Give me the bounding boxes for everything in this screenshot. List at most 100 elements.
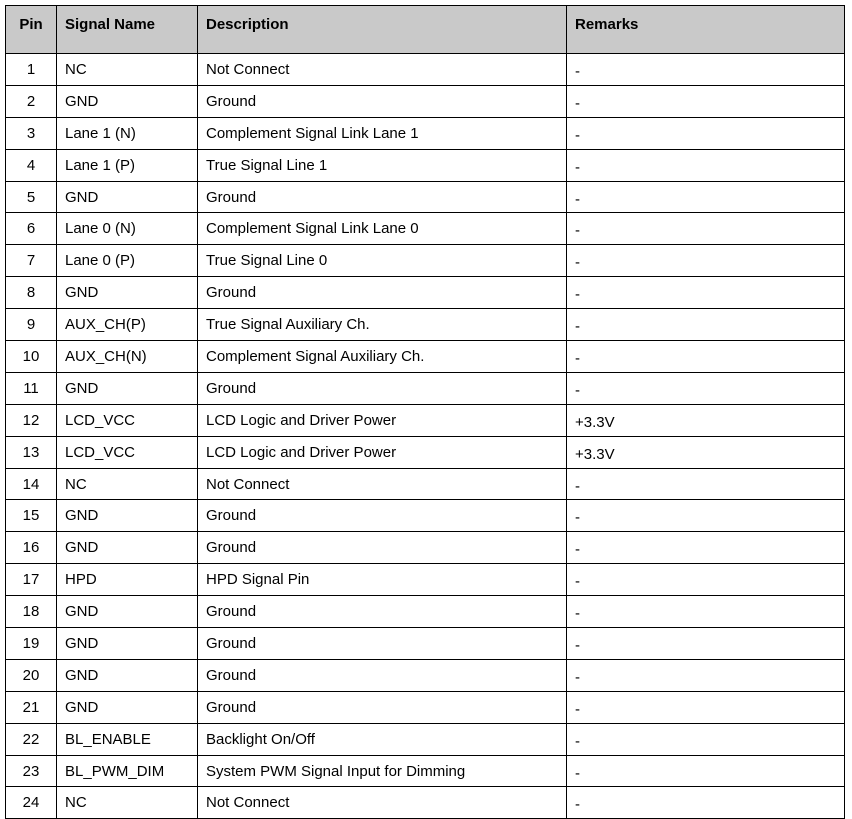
table-row: 10 AUX_CH(N) Complement Signal Auxiliary C… xyxy=(5,340,845,373)
pin-cell: 11 xyxy=(5,371,57,405)
pin-cell: 8 xyxy=(5,276,57,310)
description-cell: True Signal Line 1 xyxy=(197,148,567,182)
signal-name-cell: GND xyxy=(56,658,198,692)
pin-cell: 6 xyxy=(5,212,57,246)
pin-cell: 18 xyxy=(5,595,57,629)
pin-cell: 2 xyxy=(5,84,57,118)
description-cell: Ground xyxy=(197,690,567,724)
description-cell: Ground xyxy=(197,180,567,214)
signal-name-cell: HPD xyxy=(56,563,198,597)
remarks-cell: - xyxy=(566,371,845,405)
signal-name-cell: AUX_CH(N) xyxy=(56,340,198,373)
signal-name-cell: GND xyxy=(56,690,198,724)
signal-name-cell: GND xyxy=(56,276,198,310)
remarks-cell: - xyxy=(566,690,845,724)
pin-cell: 24 xyxy=(5,786,57,819)
table-row: 24 NC Not Connect - xyxy=(5,786,845,819)
remarks-cell: - xyxy=(566,722,845,756)
remarks-cell: - xyxy=(566,658,845,692)
pin-cell: 23 xyxy=(5,754,57,788)
table-row: 17 HPD HPD Signal Pin - xyxy=(5,563,845,597)
table-row: 2 GND Ground - xyxy=(5,84,845,118)
remarks-cell: - xyxy=(566,116,845,150)
table-row: 23 BL_PWM_DIM System PWM Signal Input for … xyxy=(5,754,845,788)
pin-cell: 4 xyxy=(5,148,57,182)
table-row: 13 LCD_VCC LCD Logic and Driver Power +3.3V xyxy=(5,435,845,469)
remarks-cell: +3.3V xyxy=(566,403,845,437)
pin-cell: 17 xyxy=(5,563,57,597)
remarks-cell: - xyxy=(566,499,845,533)
pin-assignment-table: Pin Signal Name Description Remarks 1 NC N… xyxy=(5,5,845,819)
pin-cell: 20 xyxy=(5,658,57,692)
description-cell: Backlight On/Off xyxy=(197,722,567,756)
pin-cell: 1 xyxy=(5,53,57,86)
remarks-cell: +3.3V xyxy=(566,435,845,469)
pin-cell: 16 xyxy=(5,531,57,565)
table-row: 22 BL_ENABLE Backlight On/Off - xyxy=(5,722,845,756)
pin-cell: 15 xyxy=(5,499,57,533)
signal-name-cell: BL_ENABLE xyxy=(56,722,198,756)
pin-cell: 9 xyxy=(5,308,57,342)
table-row: 7 Lane 0 (P) True Signal Line 0- xyxy=(5,244,845,278)
description-cell: System PWM Signal Input for Dimming xyxy=(197,754,567,788)
pin-cell: 12 xyxy=(5,403,57,437)
remarks-cell: - xyxy=(566,212,845,246)
remarks-cell: - xyxy=(566,244,845,278)
description-cell: Not Connect xyxy=(197,467,567,501)
pin-cell: 5 xyxy=(5,180,57,214)
signal-name-cell: GND xyxy=(56,371,198,405)
table-row: 12 LCD_VCC LCD Logic and Driver Power +3.3V xyxy=(5,403,845,437)
pin-cell: 7 xyxy=(5,244,57,278)
header-signal-name: Signal Name xyxy=(56,5,198,54)
table-row: 5 GND Ground - xyxy=(5,180,845,214)
remarks-cell: - xyxy=(566,84,845,118)
signal-name-cell: GND xyxy=(56,499,198,533)
signal-name-cell: Lane 0 (N) xyxy=(56,212,198,246)
description-cell: Ground xyxy=(197,531,567,565)
signal-name-cell: Lane 1 (N) xyxy=(56,116,198,150)
description-cell: Not Connect xyxy=(197,53,567,86)
header-description: Description xyxy=(197,5,567,54)
table-row: 9 AUX_CH(P) True Signal Auxiliary Ch. - xyxy=(5,308,845,342)
remarks-cell: - xyxy=(566,563,845,597)
signal-name-cell: NC xyxy=(56,467,198,501)
table-row: 3 Lane 1 (N) Complement Signal Link Lane 1… xyxy=(5,116,845,150)
description-cell: True Signal Line 0 xyxy=(197,244,567,278)
signal-name-cell: GND xyxy=(56,627,198,660)
header-remarks: Remarks xyxy=(566,5,845,54)
signal-name-cell: GND xyxy=(56,180,198,214)
pin-cell: 10 xyxy=(5,340,57,373)
description-cell: Not Connect xyxy=(197,786,567,819)
table-row: 16 GND Ground - xyxy=(5,531,845,565)
table-row: 6 Lane 0 (N) Complement Signal Link Lane 0… xyxy=(5,212,845,246)
pin-cell: 22 xyxy=(5,722,57,756)
signal-name-cell: Lane 1 (P) xyxy=(56,148,198,182)
table-row: 14 NC Not Connect - xyxy=(5,467,845,501)
table-row: 20 GND Ground - xyxy=(5,658,845,692)
signal-name-cell: GND xyxy=(56,84,198,118)
remarks-cell: - xyxy=(566,531,845,565)
remarks-cell: - xyxy=(566,754,845,788)
pin-cell: 3 xyxy=(5,116,57,150)
description-cell: LCD Logic and Driver Power xyxy=(197,435,567,469)
signal-name-cell: GND xyxy=(56,531,198,565)
table-row: 15 GND Ground - xyxy=(5,499,845,533)
description-cell: LCD Logic and Driver Power xyxy=(197,403,567,437)
signal-name-cell: LCD_VCC xyxy=(56,403,198,437)
remarks-cell: - xyxy=(566,467,845,501)
description-cell: Ground xyxy=(197,371,567,405)
remarks-cell: - xyxy=(566,148,845,182)
table-header-row: Pin Signal Name Description Remarks xyxy=(5,5,845,54)
remarks-cell: - xyxy=(566,786,845,819)
signal-name-cell: LCD_VCC xyxy=(56,435,198,469)
description-cell: Ground xyxy=(197,499,567,533)
pin-cell: 14 xyxy=(5,467,57,501)
signal-name-cell: GND xyxy=(56,595,198,629)
remarks-cell: - xyxy=(566,53,845,86)
description-cell: Ground xyxy=(197,84,567,118)
description-cell: Ground xyxy=(197,627,567,660)
pin-cell: 21 xyxy=(5,690,57,724)
remarks-cell: - xyxy=(566,276,845,310)
remarks-cell: - xyxy=(566,180,845,214)
description-cell: Ground xyxy=(197,658,567,692)
